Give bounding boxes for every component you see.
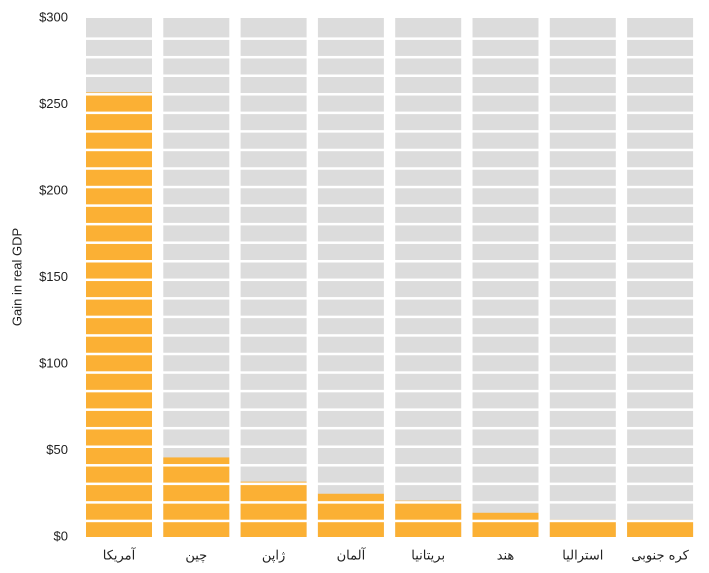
stripe xyxy=(84,408,696,411)
stripe xyxy=(84,464,696,467)
x-tick-label: بریتانیا xyxy=(411,549,445,564)
stripe xyxy=(84,445,696,448)
stripe xyxy=(84,352,696,356)
stripe xyxy=(84,55,696,59)
stripe xyxy=(84,37,696,40)
bar xyxy=(86,92,152,537)
stripe xyxy=(84,482,696,486)
stripe xyxy=(84,278,696,282)
bar xyxy=(163,457,230,537)
stripe xyxy=(84,426,696,430)
y-tick-label: $0 xyxy=(54,528,68,543)
column-background xyxy=(395,18,462,537)
bar xyxy=(472,512,539,537)
column-background xyxy=(317,18,384,537)
stripe xyxy=(84,74,696,77)
y-tick-label: $200 xyxy=(39,182,68,197)
y-tick-label: $50 xyxy=(46,442,68,457)
stripe xyxy=(84,167,696,170)
x-tick-label: آلمان xyxy=(337,547,367,564)
stripe xyxy=(84,501,696,504)
stripe xyxy=(84,297,696,300)
column-background xyxy=(163,18,230,537)
bar xyxy=(317,493,384,537)
stripe xyxy=(84,315,696,319)
stripe xyxy=(84,260,696,263)
stripe xyxy=(84,519,696,523)
y-axis-label: Gain in real GDP xyxy=(9,228,24,326)
stripe xyxy=(84,148,696,152)
x-tick-label: ژاپن xyxy=(262,549,285,564)
stripe xyxy=(84,111,696,115)
x-tick-label: استرالیا xyxy=(562,549,603,564)
stripe xyxy=(84,185,696,189)
stripe xyxy=(84,204,696,207)
stripe xyxy=(84,130,696,133)
y-tick-label: $100 xyxy=(39,355,68,370)
column-background xyxy=(472,18,539,537)
bar xyxy=(549,519,616,537)
bar xyxy=(240,481,307,537)
column-background xyxy=(240,18,307,537)
x-tick-label: هند xyxy=(497,549,515,564)
x-tick-label: آمریکا xyxy=(103,547,137,564)
stripe xyxy=(84,334,696,337)
x-tick-label: کره جنوبی xyxy=(631,549,689,564)
stripe xyxy=(84,371,696,374)
column-background xyxy=(549,18,616,537)
bar xyxy=(627,519,694,537)
stripe xyxy=(84,241,696,244)
y-tick-label: $300 xyxy=(39,9,68,24)
column-background xyxy=(627,18,694,537)
y-tick-label: $150 xyxy=(39,269,68,284)
bar xyxy=(395,500,462,537)
stripe xyxy=(84,222,696,226)
x-tick-label: چین xyxy=(185,549,207,564)
stripe xyxy=(84,389,696,393)
y-tick-label: $250 xyxy=(39,96,68,111)
stripe xyxy=(84,93,696,96)
